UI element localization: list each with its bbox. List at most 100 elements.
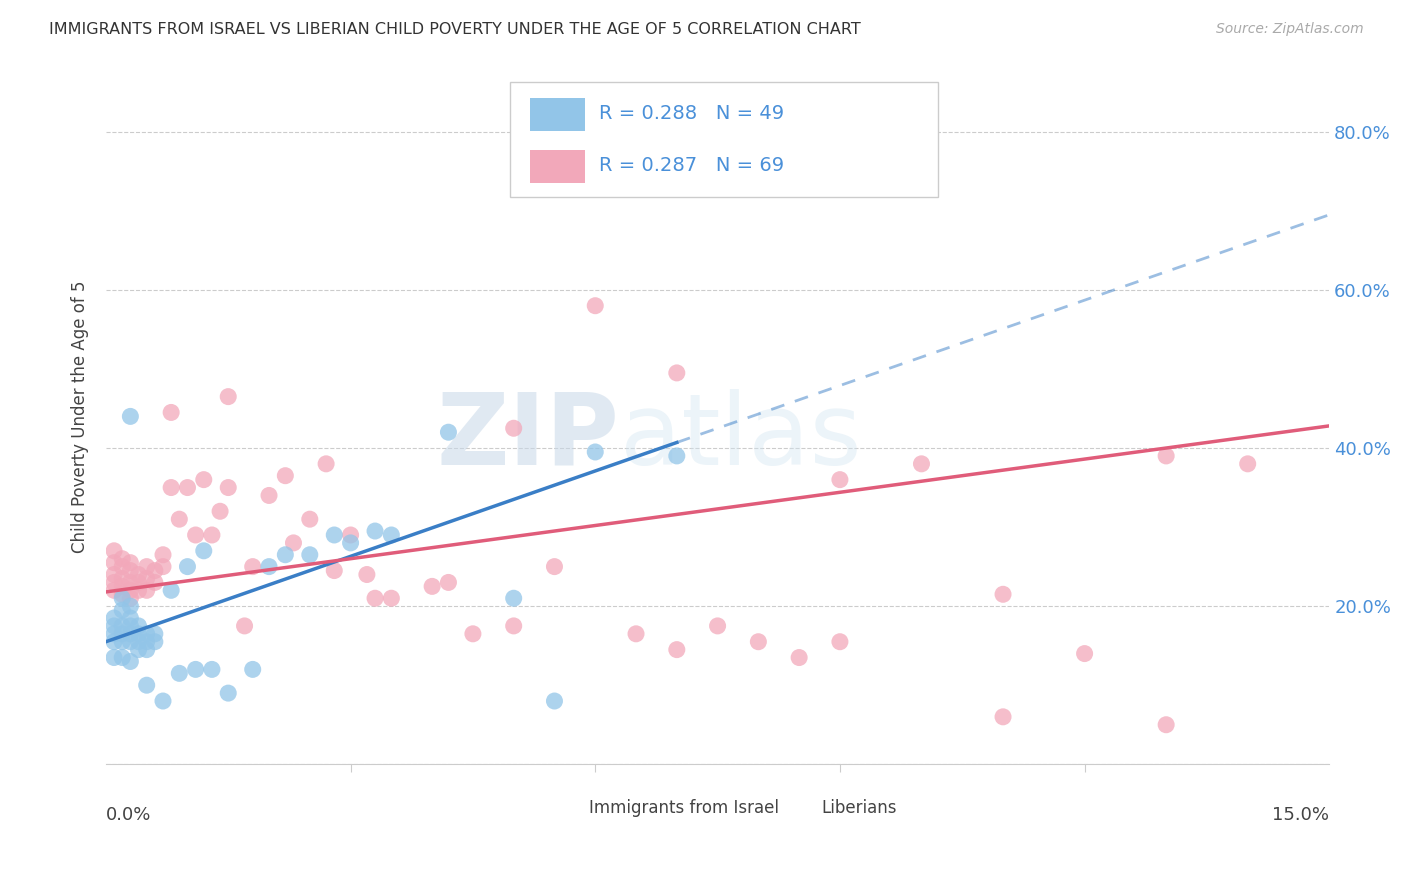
Point [583, 299, 606, 313]
Point [103, 575, 125, 590]
Point [103, 567, 125, 582]
Point [103, 543, 125, 558]
Point [120, 655, 142, 669]
Point [103, 556, 125, 570]
Point [152, 694, 174, 708]
Text: IMMIGRANTS FROM ISRAEL VS LIBERIAN CHILD POVERTY UNDER THE AGE OF 5 CORRELATION : IMMIGRANTS FROM ISRAEL VS LIBERIAN CHILD… [49, 22, 860, 37]
Point [1154, 449, 1177, 463]
Point [437, 575, 460, 590]
Point [103, 627, 125, 641]
Point [339, 528, 361, 542]
Point [128, 642, 150, 657]
Point [111, 587, 134, 601]
Point [747, 634, 769, 648]
Point [103, 650, 125, 665]
Point [991, 587, 1014, 601]
Point [120, 627, 142, 641]
Point [169, 666, 191, 681]
Point [143, 627, 166, 641]
Point [217, 390, 239, 404]
Point [828, 634, 851, 648]
Point [176, 559, 198, 574]
Text: Immigrants from Israel: Immigrants from Israel [589, 799, 779, 817]
Point [233, 619, 256, 633]
FancyBboxPatch shape [509, 82, 938, 197]
Point [991, 710, 1014, 724]
FancyBboxPatch shape [553, 799, 579, 816]
Point [217, 481, 239, 495]
Point [103, 611, 125, 625]
Point [111, 603, 134, 617]
Point [543, 559, 565, 574]
Point [120, 556, 142, 570]
Point [135, 678, 157, 692]
Point [135, 583, 157, 598]
Point [120, 564, 142, 578]
Point [828, 473, 851, 487]
Point [420, 579, 443, 593]
Point [787, 650, 810, 665]
Point [111, 650, 134, 665]
Point [502, 591, 524, 606]
Point [143, 575, 166, 590]
Point [184, 528, 207, 542]
Point [111, 627, 134, 641]
Text: ZIP: ZIP [437, 389, 620, 486]
Point [103, 583, 125, 598]
Point [128, 583, 150, 598]
Point [364, 524, 387, 538]
Point [143, 564, 166, 578]
Point [624, 627, 647, 641]
Text: R = 0.287   N = 69: R = 0.287 N = 69 [599, 156, 785, 176]
Point [193, 473, 215, 487]
Point [152, 559, 174, 574]
Point [665, 642, 688, 657]
Point [135, 627, 157, 641]
Point [160, 405, 183, 419]
Text: Liberians: Liberians [821, 799, 897, 817]
Point [103, 619, 125, 633]
Point [160, 481, 183, 495]
Point [201, 528, 224, 542]
Point [143, 634, 166, 648]
Point [111, 572, 134, 586]
Point [437, 425, 460, 440]
Point [128, 575, 150, 590]
Point [298, 548, 321, 562]
Point [128, 627, 150, 641]
Point [160, 583, 183, 598]
Point [242, 662, 264, 676]
FancyBboxPatch shape [530, 98, 585, 131]
Point [217, 686, 239, 700]
Point [120, 611, 142, 625]
Point [120, 583, 142, 598]
Point [128, 619, 150, 633]
Point [135, 634, 157, 648]
Point [201, 662, 224, 676]
Point [1236, 457, 1258, 471]
Point [274, 468, 297, 483]
Point [356, 567, 378, 582]
Point [120, 619, 142, 633]
Point [502, 421, 524, 435]
Point [209, 504, 232, 518]
Point [665, 366, 688, 380]
Point [111, 619, 134, 633]
Point [364, 591, 387, 606]
Point [257, 559, 280, 574]
Point [339, 536, 361, 550]
Point [111, 559, 134, 574]
Point [910, 457, 932, 471]
Point [242, 559, 264, 574]
FancyBboxPatch shape [530, 150, 585, 184]
Point [193, 543, 215, 558]
Point [665, 449, 688, 463]
Text: 15.0%: 15.0% [1272, 806, 1329, 824]
Point [184, 662, 207, 676]
Point [502, 619, 524, 633]
Point [298, 512, 321, 526]
Point [380, 591, 402, 606]
Point [120, 409, 142, 424]
Point [543, 694, 565, 708]
FancyBboxPatch shape [785, 799, 811, 816]
